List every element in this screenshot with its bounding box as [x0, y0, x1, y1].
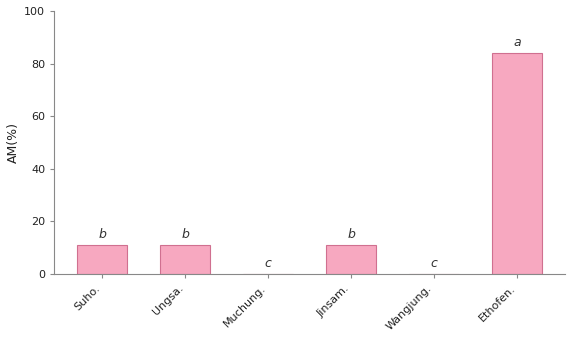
- Bar: [160, 245, 210, 274]
- Y-axis label: AM(%): AM(%): [7, 122, 20, 163]
- Text: b: b: [181, 228, 189, 241]
- Bar: [326, 245, 376, 274]
- Text: b: b: [98, 228, 106, 241]
- Bar: [492, 53, 542, 274]
- Bar: [77, 245, 127, 274]
- Text: c: c: [265, 257, 272, 270]
- Text: a: a: [513, 36, 521, 49]
- Text: b: b: [347, 228, 355, 241]
- Text: c: c: [431, 257, 438, 270]
